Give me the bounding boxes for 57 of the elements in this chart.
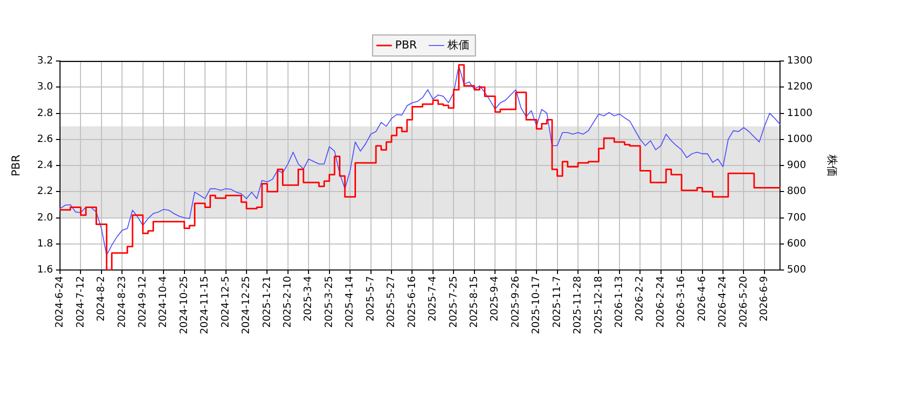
x-tick-label: 2025-7-4 [428, 276, 439, 322]
y-tick-label: 3.2 [37, 56, 53, 67]
x-tick-label: 2026-4-24 [718, 276, 729, 328]
y2-tick-label: 900 [787, 160, 806, 172]
x-tick-label: 2024-12-5 [220, 276, 232, 328]
x-tick-label: 2025-3-25 [324, 276, 335, 328]
x-tick-label: 2025-4-14 [344, 276, 356, 328]
x-tick-label: 2025-6-16 [406, 276, 418, 328]
x-tick-label: 2026-4-6 [696, 276, 708, 322]
x-tick-label: 2025-3-4 [303, 276, 314, 322]
y2-tick-label: 600 [787, 238, 806, 250]
y-tick-label: 2.2 [37, 186, 53, 198]
x-tick-label: 2024-7-12 [75, 276, 86, 328]
legend-label: 株価 [446, 38, 470, 52]
x-tick-label: 2024-9-12 [137, 276, 148, 328]
x-tick-label: 2024-8-23 [116, 276, 128, 328]
y2-tick-label: 800 [787, 186, 806, 198]
x-tick-label: 2026-3-16 [676, 276, 688, 328]
y2-tick-label: 1100 [787, 108, 812, 119]
y-tick-label: 2.8 [37, 108, 53, 119]
x-tick-label: 2024-8-2 [96, 276, 108, 322]
x-tick-label: 2024-6-24 [54, 276, 66, 328]
x-tick-label: 2025-11-28 [572, 276, 584, 334]
x-tick-label: 2026-1-13 [614, 276, 626, 328]
x-tick-label: 2025-8-15 [468, 276, 480, 328]
y-axis-title: PBR [9, 154, 22, 176]
x-tick-label: 2025-2-10 [282, 276, 294, 328]
x-tick-label: 2025-5-7 [365, 276, 376, 322]
x-tick-label: 2025-12-18 [593, 276, 604, 334]
x-tick-label: 2026-5-20 [738, 276, 750, 328]
x-tick-label: 2026-2-24 [655, 276, 666, 328]
y-tick-label: 2.6 [37, 134, 53, 145]
x-tick-label: 2024-10-4 [158, 276, 170, 328]
y-tick-label: 2.0 [37, 212, 53, 224]
y2-tick-label: 1000 [787, 134, 812, 145]
x-tick-label: 2024-10-25 [178, 276, 190, 334]
x-tick-label: 2025-1-21 [262, 276, 273, 328]
x-tick-label: 2025-5-27 [386, 276, 398, 328]
y2-tick-label: 1200 [787, 82, 812, 93]
y-tick-label: 3.0 [37, 82, 53, 93]
y2-tick-label: 700 [787, 212, 806, 224]
x-tick-label: 2025-9-4 [490, 276, 501, 322]
y-tick-label: 2.4 [37, 160, 53, 172]
y2-tick-label: 1300 [787, 56, 812, 67]
legend-label: PBR [395, 38, 418, 52]
y-tick-label: 1.8 [37, 238, 53, 250]
x-tick-label: 2024-11-15 [200, 276, 211, 334]
y2-tick-label: 500 [787, 264, 806, 276]
x-tick-label: 2025-7-25 [448, 276, 460, 328]
x-tick-label: 2024-12-25 [241, 276, 252, 334]
x-tick-label: 2025-11-7 [552, 276, 563, 328]
y2-axis-title: 株価 [826, 154, 839, 176]
x-tick-label: 2025-9-26 [510, 276, 522, 328]
x-tick-label: 2026-6-9 [759, 276, 770, 322]
x-tick-label: 2026-2-2 [634, 276, 646, 322]
y-tick-label: 1.6 [37, 264, 53, 276]
x-tick-label: 2025-10-17 [531, 276, 542, 334]
